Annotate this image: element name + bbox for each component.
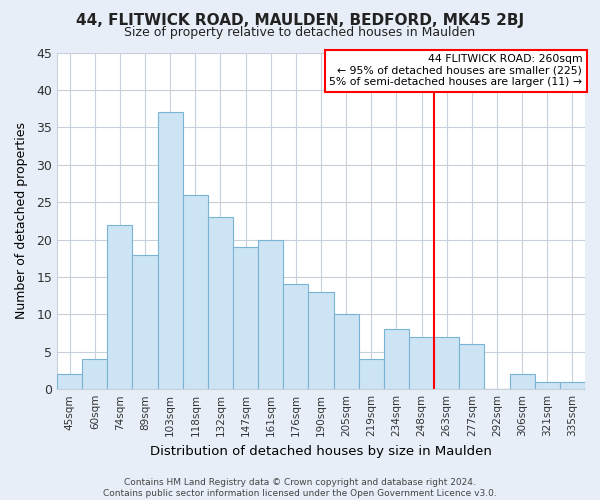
Bar [183, 194, 208, 389]
Bar [233, 247, 258, 389]
Bar [509, 374, 535, 389]
Bar [359, 360, 384, 389]
Bar [208, 217, 233, 389]
Bar [334, 314, 359, 389]
Y-axis label: Number of detached properties: Number of detached properties [15, 122, 28, 320]
Bar [460, 344, 484, 389]
Bar [308, 292, 334, 389]
Bar [434, 337, 460, 389]
Text: 44 FLITWICK ROAD: 260sqm
← 95% of detached houses are smaller (225)
5% of semi-d: 44 FLITWICK ROAD: 260sqm ← 95% of detach… [329, 54, 583, 88]
Text: 44, FLITWICK ROAD, MAULDEN, BEDFORD, MK45 2BJ: 44, FLITWICK ROAD, MAULDEN, BEDFORD, MK4… [76, 12, 524, 28]
Bar [258, 240, 283, 389]
Bar [409, 337, 434, 389]
Bar [560, 382, 585, 389]
Text: Contains HM Land Registry data © Crown copyright and database right 2024.
Contai: Contains HM Land Registry data © Crown c… [103, 478, 497, 498]
Text: Size of property relative to detached houses in Maulden: Size of property relative to detached ho… [124, 26, 476, 39]
Bar [107, 224, 133, 389]
Bar [82, 360, 107, 389]
Bar [384, 330, 409, 389]
Bar [535, 382, 560, 389]
Bar [158, 112, 183, 389]
Bar [57, 374, 82, 389]
Bar [283, 284, 308, 389]
X-axis label: Distribution of detached houses by size in Maulden: Distribution of detached houses by size … [150, 444, 492, 458]
Bar [133, 254, 158, 389]
